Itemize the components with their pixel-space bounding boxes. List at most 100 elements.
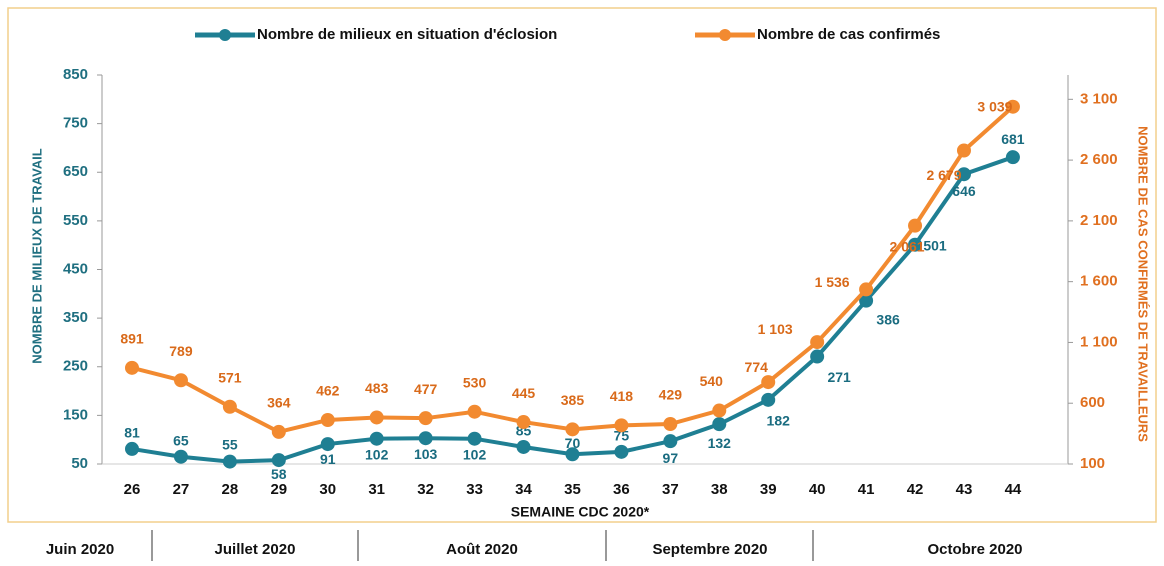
data-label: 182	[767, 413, 791, 429]
x-tick-label: 37	[662, 481, 679, 498]
x-tick-label: 27	[173, 481, 190, 498]
data-point	[712, 403, 727, 418]
data-label: 429	[659, 387, 683, 403]
data-point	[320, 437, 335, 452]
data-point	[418, 431, 433, 446]
y-tick-label: 850	[63, 66, 88, 83]
data-point	[418, 411, 433, 426]
data-point	[908, 237, 923, 252]
legend-label: Nombre de milieux en situation d'éclosio…	[257, 26, 557, 43]
data-point	[271, 453, 286, 468]
data-label: 501	[923, 237, 947, 253]
data-point	[222, 399, 237, 414]
data-point	[1005, 99, 1020, 114]
data-point	[516, 415, 531, 430]
data-label: 418	[610, 388, 634, 404]
series-line	[131, 105, 1015, 435]
data-label: 132	[708, 435, 732, 451]
data-label: 97	[663, 450, 679, 466]
data-label: 102	[365, 446, 389, 462]
data-point	[761, 375, 776, 390]
data-point	[173, 373, 188, 388]
data-label: 271	[827, 369, 851, 385]
data-point	[956, 167, 971, 182]
x-tick-label: 43	[956, 481, 973, 498]
data-label: 681	[1001, 131, 1025, 147]
series-line	[131, 155, 1014, 464]
data-label: 385	[561, 392, 585, 408]
data-point	[467, 431, 482, 446]
data-point	[810, 349, 825, 364]
data-label: 364	[267, 395, 291, 411]
data-point	[125, 441, 139, 456]
y-tick-label: 550	[63, 212, 88, 229]
x-tick-label: 44	[1005, 481, 1022, 498]
x-tick-label: 36	[613, 481, 630, 498]
data-label: 55	[222, 436, 238, 452]
chart-border	[7, 7, 1157, 523]
month-label: Juillet 2020	[215, 541, 296, 558]
data-label: 445	[512, 385, 536, 401]
data-point	[1005, 150, 1020, 165]
data-label: 58	[271, 466, 287, 482]
data-label: 530	[463, 374, 487, 390]
data-label: 386	[876, 311, 900, 327]
y2-tick-label: 600	[1080, 394, 1105, 411]
x-tick-label: 26	[124, 481, 141, 498]
data-point	[810, 335, 825, 350]
x-tick-label: 41	[858, 481, 875, 498]
y-tick-label: 150	[63, 406, 88, 423]
x-tick-label: 28	[222, 481, 239, 498]
data-label: 477	[414, 381, 438, 397]
data-point	[320, 412, 335, 427]
y2-tick-label: 2 100	[1080, 212, 1118, 229]
y2-tick-label: 3 100	[1080, 90, 1118, 107]
data-point	[516, 439, 531, 454]
y-tick-label: 750	[63, 115, 88, 132]
data-label: 571	[218, 369, 242, 385]
legend-marker	[219, 29, 231, 41]
x-tick-label: 33	[466, 481, 483, 498]
legend-label: Nombre de cas confirmés	[757, 26, 940, 43]
data-point	[271, 424, 286, 439]
data-point	[712, 417, 727, 432]
data-label: 646	[952, 183, 976, 199]
x-tick-label: 38	[711, 481, 728, 498]
y2-tick-label: 1 600	[1080, 273, 1118, 290]
data-point	[125, 360, 139, 375]
data-point	[956, 143, 971, 158]
y2-tick-label: 2 600	[1080, 151, 1118, 168]
x-tick-label: 34	[515, 481, 532, 498]
data-point	[369, 431, 384, 446]
data-label: 81	[124, 425, 140, 441]
y-tick-label: 50	[71, 455, 88, 472]
data-point	[859, 282, 874, 297]
data-label: 3 039	[977, 98, 1012, 114]
y2-axis-title: NOMBRE DE CAS CONFIRMÉS DE TRAVAILLEURS	[1136, 126, 1151, 442]
x-tick-label: 35	[564, 481, 581, 498]
data-label: 65	[173, 432, 189, 448]
month-label: Août 2020	[446, 541, 518, 558]
y2-tick-label: 100	[1080, 455, 1105, 472]
data-point	[369, 410, 384, 425]
x-tick-label: 40	[809, 481, 826, 498]
y-tick-label: 450	[63, 260, 88, 277]
data-point	[565, 447, 580, 462]
data-point	[565, 422, 580, 437]
data-label: 789	[169, 343, 193, 359]
data-label: 2 679	[926, 167, 961, 183]
month-label: Septembre 2020	[652, 541, 767, 558]
data-point	[663, 417, 678, 432]
x-tick-label: 39	[760, 481, 777, 498]
legend-marker	[719, 29, 731, 41]
x-tick-label: 42	[907, 481, 924, 498]
data-point	[222, 454, 237, 469]
data-point	[761, 392, 776, 407]
month-label: Octobre 2020	[927, 541, 1022, 558]
data-label: 540	[700, 373, 724, 389]
x-axis-title: SEMAINE CDC 2020*	[511, 504, 650, 520]
data-label: 103	[414, 446, 438, 462]
data-label: 102	[463, 446, 487, 462]
data-point	[614, 444, 629, 459]
y-tick-label: 350	[63, 309, 88, 326]
